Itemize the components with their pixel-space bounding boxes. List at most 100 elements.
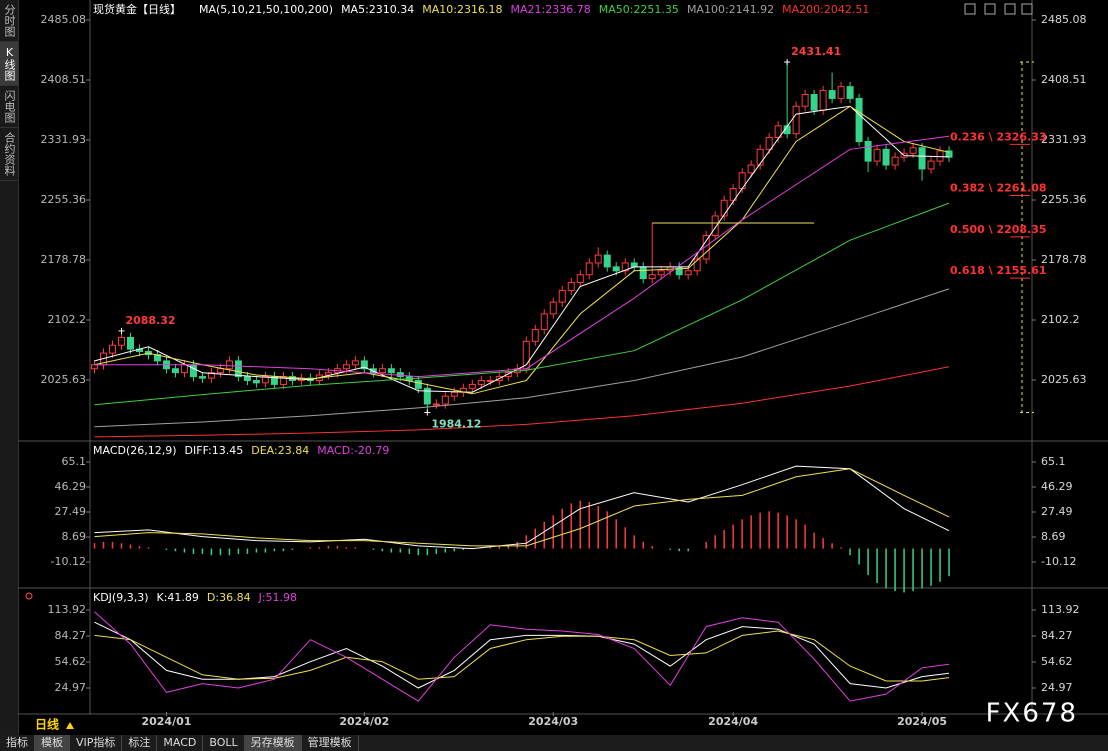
legend-label: MACD:-20.79 (317, 444, 389, 457)
toolbar-button[interactable]: 标注 (122, 735, 158, 751)
legend-label: K:41.89 (157, 591, 199, 604)
candle-body (765, 137, 773, 150)
window-icon[interactable] (1021, 3, 1033, 15)
candle-body (531, 329, 539, 342)
y-tick-label: 113.92 (1041, 603, 1080, 616)
candle-body (540, 313, 548, 331)
candle-body (342, 364, 350, 370)
candle-body (414, 379, 422, 389)
toolbar-button[interactable]: 另存模板 (244, 735, 302, 751)
indicator-line (94, 105, 950, 393)
candle-body (711, 215, 719, 237)
candle-body (468, 383, 476, 389)
period-status[interactable]: 日线 (35, 717, 59, 732)
x-tick-label: 2024/03 (528, 715, 578, 728)
side-tab[interactable]: K线图 (0, 42, 18, 86)
candle-body (819, 90, 827, 111)
side-tab[interactable]: 闪电图 (0, 86, 18, 128)
y-tick-label: 2025.63 (1041, 373, 1087, 386)
candle-body (882, 148, 890, 166)
watermark: FX678 (986, 699, 1078, 729)
indicator-line (94, 135, 950, 378)
toolbar-button[interactable]: 管理模板 (302, 735, 359, 751)
candle-body (720, 199, 728, 217)
legend-label: MA10:2316.18 (422, 3, 502, 16)
candle-body (774, 125, 782, 139)
y-tick-label: 113.92 (48, 603, 87, 616)
y-tick-label: 27.49 (55, 505, 87, 518)
toolbar-button[interactable]: VIP指标 (70, 735, 123, 751)
candle-body (729, 188, 737, 201)
y-tick-label: 2485.08 (41, 13, 87, 26)
window-icon[interactable] (964, 3, 976, 15)
y-tick-label: 46.29 (1041, 480, 1073, 493)
candle-body (603, 254, 611, 268)
y-tick-label: 24.97 (1041, 681, 1073, 694)
toolbar-button[interactable]: 指标 (0, 735, 35, 751)
candle-body (396, 372, 404, 378)
indicator-line (94, 465, 950, 550)
y-tick-label: 27.49 (1041, 505, 1073, 518)
candle-body (909, 147, 917, 154)
y-tick-label: 2408.51 (1041, 73, 1087, 86)
indicator-line (94, 105, 950, 395)
extreme-label: 2088.32 (125, 314, 175, 327)
y-tick-label: 2408.51 (41, 73, 87, 86)
candle-body (891, 156, 899, 166)
y-tick-label: -10.12 (51, 555, 86, 568)
candle-body (630, 262, 638, 268)
y-tick-label: -10.12 (1041, 555, 1076, 568)
candle-body (810, 94, 818, 111)
toolbar-button[interactable]: BOLL (203, 735, 245, 751)
window-icon[interactable] (1004, 3, 1016, 15)
candle-body (855, 97, 863, 143)
fib-label: 0.618 \ 2155.61 (950, 264, 1047, 277)
candle-body (567, 282, 575, 291)
y-tick-label: 2331.93 (1041, 133, 1087, 146)
toolbar-button[interactable]: MACD (157, 735, 204, 751)
candle-body (684, 270, 692, 276)
candle-body (612, 266, 620, 272)
candle-body (693, 258, 701, 272)
legend-label: MA21:2336.78 (511, 3, 591, 16)
candle-body (117, 336, 125, 346)
candle-body (387, 368, 395, 374)
y-tick-label: 2331.93 (41, 133, 87, 146)
y-tick-label: 2025.63 (41, 373, 87, 386)
y-tick-label: 54.62 (1041, 655, 1073, 668)
y-tick-label: 8.69 (1041, 530, 1066, 543)
x-tick-label: 2024/01 (141, 715, 191, 728)
y-tick-label: 84.27 (1041, 629, 1073, 642)
candle-body (756, 148, 764, 166)
candle-body (828, 90, 836, 99)
y-tick-label: 2102.2 (1041, 313, 1080, 326)
candle-body (837, 86, 845, 99)
candle-body (558, 289, 566, 303)
candle-body (234, 360, 242, 378)
candle-body (360, 360, 368, 370)
toolbar-button[interactable]: 模板 (35, 735, 70, 751)
extreme-label: 2431.41 (791, 45, 841, 58)
indicator-line (94, 202, 950, 406)
candle-body (252, 379, 260, 384)
candle-body (792, 105, 800, 135)
candle-body (108, 344, 116, 354)
legend-label: MA100:2141.92 (687, 3, 774, 16)
side-tab[interactable]: 合约资料 (0, 128, 18, 181)
kdj-icon (25, 592, 33, 600)
candle-body (927, 160, 935, 170)
candle-body (621, 262, 629, 272)
panel-title: MACD(26,12,9) (93, 444, 177, 457)
candle-body (549, 301, 557, 315)
candle-body (171, 368, 179, 374)
window-icon[interactable] (984, 3, 996, 15)
candle-body (441, 395, 449, 405)
y-tick-label: 2255.36 (1041, 193, 1087, 206)
y-tick-label: 2178.78 (41, 253, 87, 266)
candle-body (846, 86, 854, 99)
panel-title: KDJ(9,3,3) (93, 591, 149, 604)
candle-body (198, 376, 206, 379)
legend-label: MA200:2042.51 (782, 3, 869, 16)
side-tab[interactable]: 分时图 (0, 0, 18, 42)
